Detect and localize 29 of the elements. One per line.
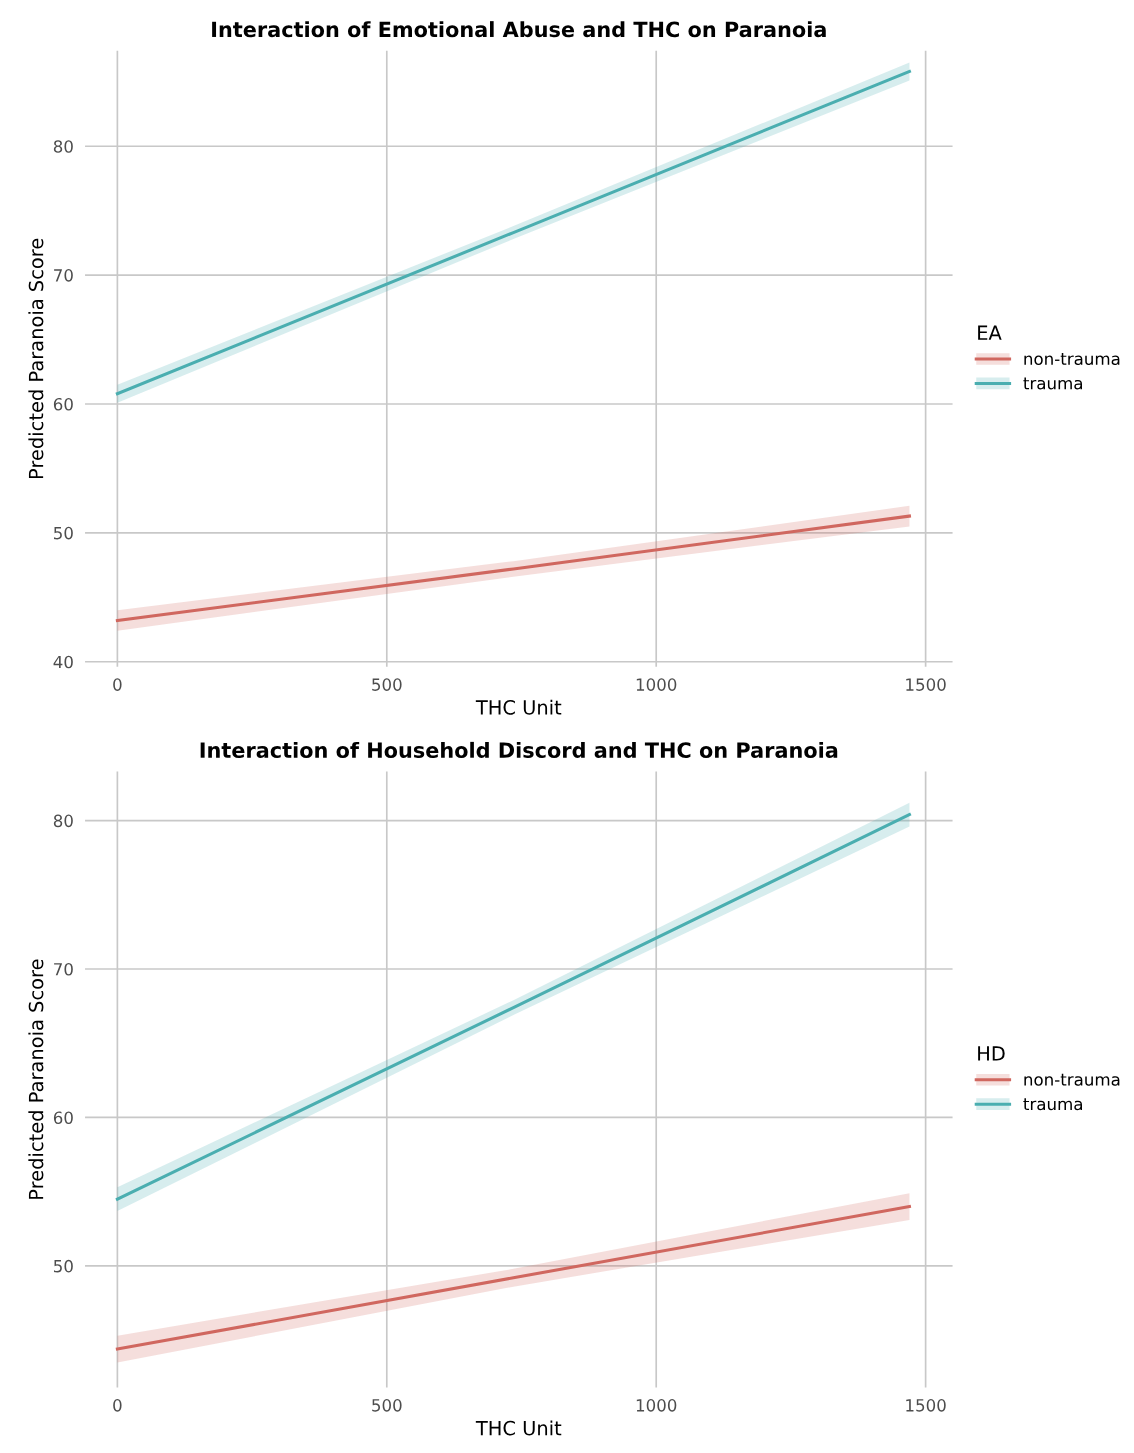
y-tick-label: 80 — [53, 140, 73, 153]
legend-title: EA — [978, 325, 1002, 340]
y-tick-label: 70 — [54, 962, 73, 976]
x-tick-label: 500 — [372, 678, 402, 691]
y-tick-label: 70 — [54, 269, 73, 282]
legend-label: non-trauma — [1024, 1073, 1120, 1086]
x-tick-label: 500 — [372, 1399, 402, 1412]
y-tick-label: 80 — [53, 814, 73, 828]
y-tick-label: 50 — [54, 526, 73, 540]
x-axis-title: THC Unit — [475, 1420, 562, 1436]
legend-label: non-trauma — [1024, 353, 1120, 366]
x-tick-label: 1500 — [906, 678, 946, 691]
y-tick-label: 60 — [53, 1111, 73, 1125]
chart-title: Interaction of Emotional Abuse and THC on Paranoia — [212, 21, 826, 38]
y-tick-label: 60 — [53, 397, 73, 411]
legend-label: trauma — [1023, 377, 1082, 390]
legend-label: trauma — [1023, 1098, 1082, 1111]
y-axis-title: Predicted Paranoia Score — [28, 959, 44, 1199]
x-tick-label: 1000 — [636, 678, 677, 691]
x-tick-label: 1000 — [636, 1399, 677, 1412]
x-tick-label: 0 — [113, 678, 122, 691]
y-tick-label: 40 — [53, 655, 73, 669]
x-axis-title: THC Unit — [475, 699, 562, 715]
chart-title: Interaction of Household Discord and THC on Paranoia — [200, 741, 838, 758]
y-axis-title: Predicted Paranoia Score — [28, 238, 44, 479]
legend-title: HD — [978, 1046, 1005, 1061]
y-tick-label: 50 — [54, 1259, 73, 1273]
x-tick-label: 0 — [113, 1399, 122, 1412]
x-tick-label: 1500 — [906, 1399, 946, 1412]
